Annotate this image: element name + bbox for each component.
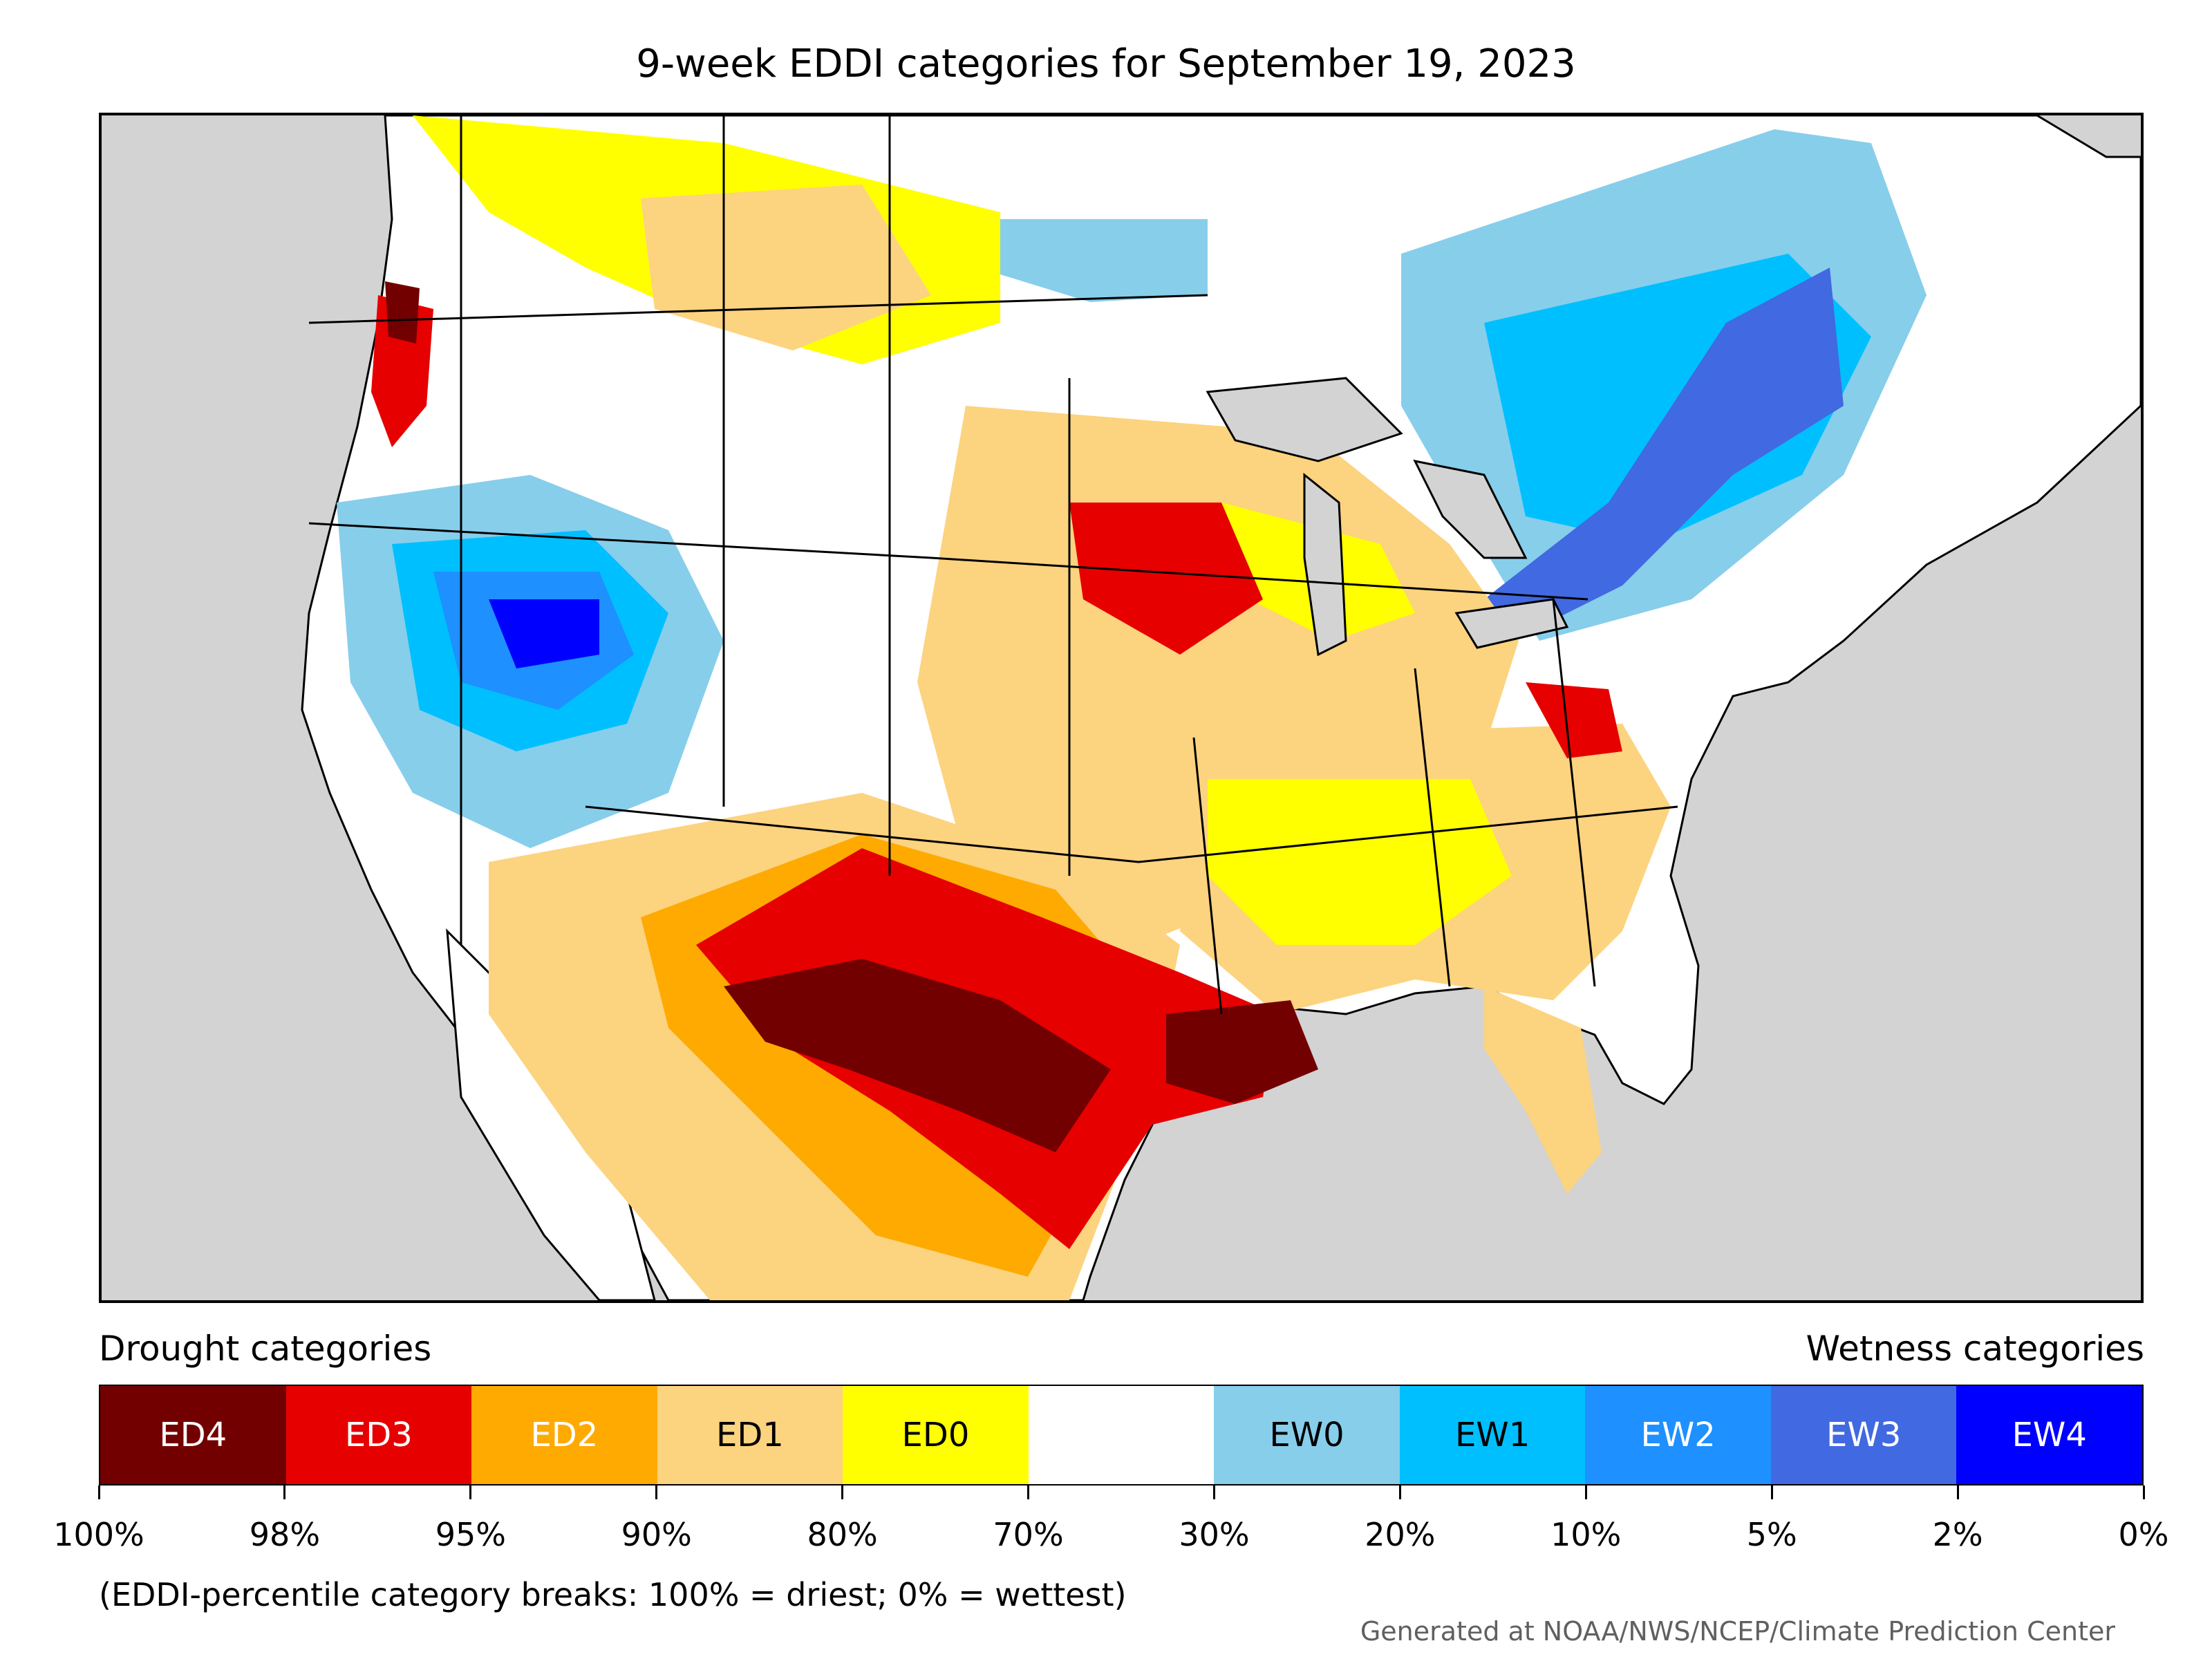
eddi-map bbox=[99, 113, 2144, 1303]
wet-region-northwest-ew4 bbox=[489, 599, 599, 668]
category-swatch-ed3: ED3 bbox=[285, 1386, 472, 1484]
colorbar-tick bbox=[1027, 1485, 1030, 1499]
colorbar-tick-label: 100% bbox=[53, 1516, 144, 1553]
colorbar-tick-label: 10% bbox=[1550, 1516, 1622, 1553]
colorbar-tick bbox=[1584, 1485, 1587, 1499]
colorbar-tick bbox=[1212, 1485, 1215, 1499]
state-boundaries bbox=[308, 115, 1678, 1015]
category-swatch-normal bbox=[1028, 1386, 1215, 1484]
colorbar-tick bbox=[283, 1485, 286, 1499]
colorbar-tick-label: 20% bbox=[1365, 1516, 1436, 1553]
category-swatch-ew0: EW0 bbox=[1214, 1386, 1400, 1484]
wet-region-northeast-ew3 bbox=[1484, 268, 1844, 641]
colorbar-tick-label: 5% bbox=[1746, 1516, 1797, 1553]
drought-florida-ed1 bbox=[1484, 986, 1602, 1194]
colorbar-tick-label: 90% bbox=[621, 1516, 692, 1553]
drought-categories-heading: Drought categories bbox=[99, 1329, 432, 1369]
colorbar-ticks bbox=[97, 1485, 2145, 1506]
drought-southeast-ed0 bbox=[1208, 779, 1512, 945]
colorbar-tick-label: 95% bbox=[435, 1516, 506, 1553]
colorbar-tick-label: 80% bbox=[807, 1516, 878, 1553]
colorbar-tick bbox=[469, 1485, 472, 1499]
colorbar-tick-label: 70% bbox=[993, 1516, 1064, 1553]
drought-northern-plains-ed1 bbox=[641, 185, 931, 350]
colorbar-tick bbox=[1956, 1485, 1959, 1499]
drought-iowa-ed3 bbox=[1069, 503, 1263, 655]
colorbar-tick bbox=[655, 1485, 658, 1499]
category-breaks-note: (EDDI-percentile category breaks: 100% =… bbox=[99, 1576, 1127, 1613]
category-swatch-ed2: ED2 bbox=[471, 1386, 657, 1484]
category-swatch-ew2: EW2 bbox=[1585, 1386, 1771, 1484]
credit-line: Generated at NOAA/NWS/NCEP/Climate Predi… bbox=[1360, 1616, 2115, 1647]
colorbar-tick bbox=[1770, 1485, 1773, 1499]
colorbar-tick-label: 30% bbox=[1179, 1516, 1250, 1553]
colorbar-tick bbox=[1398, 1485, 1401, 1499]
wet-region-canada-prairie bbox=[952, 219, 1208, 302]
category-swatch-ew1: EW1 bbox=[1399, 1386, 1586, 1484]
map-title: 9-week EDDI categories for September 19,… bbox=[636, 41, 1576, 86]
category-swatch-ew3: EW3 bbox=[1770, 1386, 1957, 1484]
category-swatch-ew4: EW4 bbox=[1956, 1386, 2143, 1484]
drought-texas-ed4 bbox=[724, 959, 1111, 1152]
colorbar-tick-label: 98% bbox=[249, 1516, 321, 1553]
wetness-categories-heading: Wetness categories bbox=[1806, 1329, 2144, 1369]
colorbar-tick-label: 0% bbox=[2118, 1516, 2169, 1553]
colorbar-tick bbox=[97, 1485, 100, 1499]
colorbar-tick bbox=[2142, 1485, 2145, 1499]
category-swatch-ed4: ED4 bbox=[100, 1386, 286, 1484]
drought-louisiana-ed4 bbox=[1166, 1000, 1318, 1104]
category-swatch-ed0: ED0 bbox=[843, 1386, 1029, 1484]
drought-virginia-ed3 bbox=[1526, 682, 1622, 758]
category-swatch-ed1: ED1 bbox=[657, 1386, 843, 1484]
category-colorbar: ED4 ED3 ED2 ED1 ED0 EW0 EW1 EW2 EW3 EW4 bbox=[99, 1385, 2144, 1485]
colorbar-tick-label: 2% bbox=[1932, 1516, 1983, 1553]
drought-oregon-ed3 bbox=[371, 295, 433, 447]
colorbar-tick bbox=[841, 1485, 844, 1499]
drought-washington-ed4 bbox=[385, 281, 420, 344]
great-lakes bbox=[1206, 377, 1569, 657]
